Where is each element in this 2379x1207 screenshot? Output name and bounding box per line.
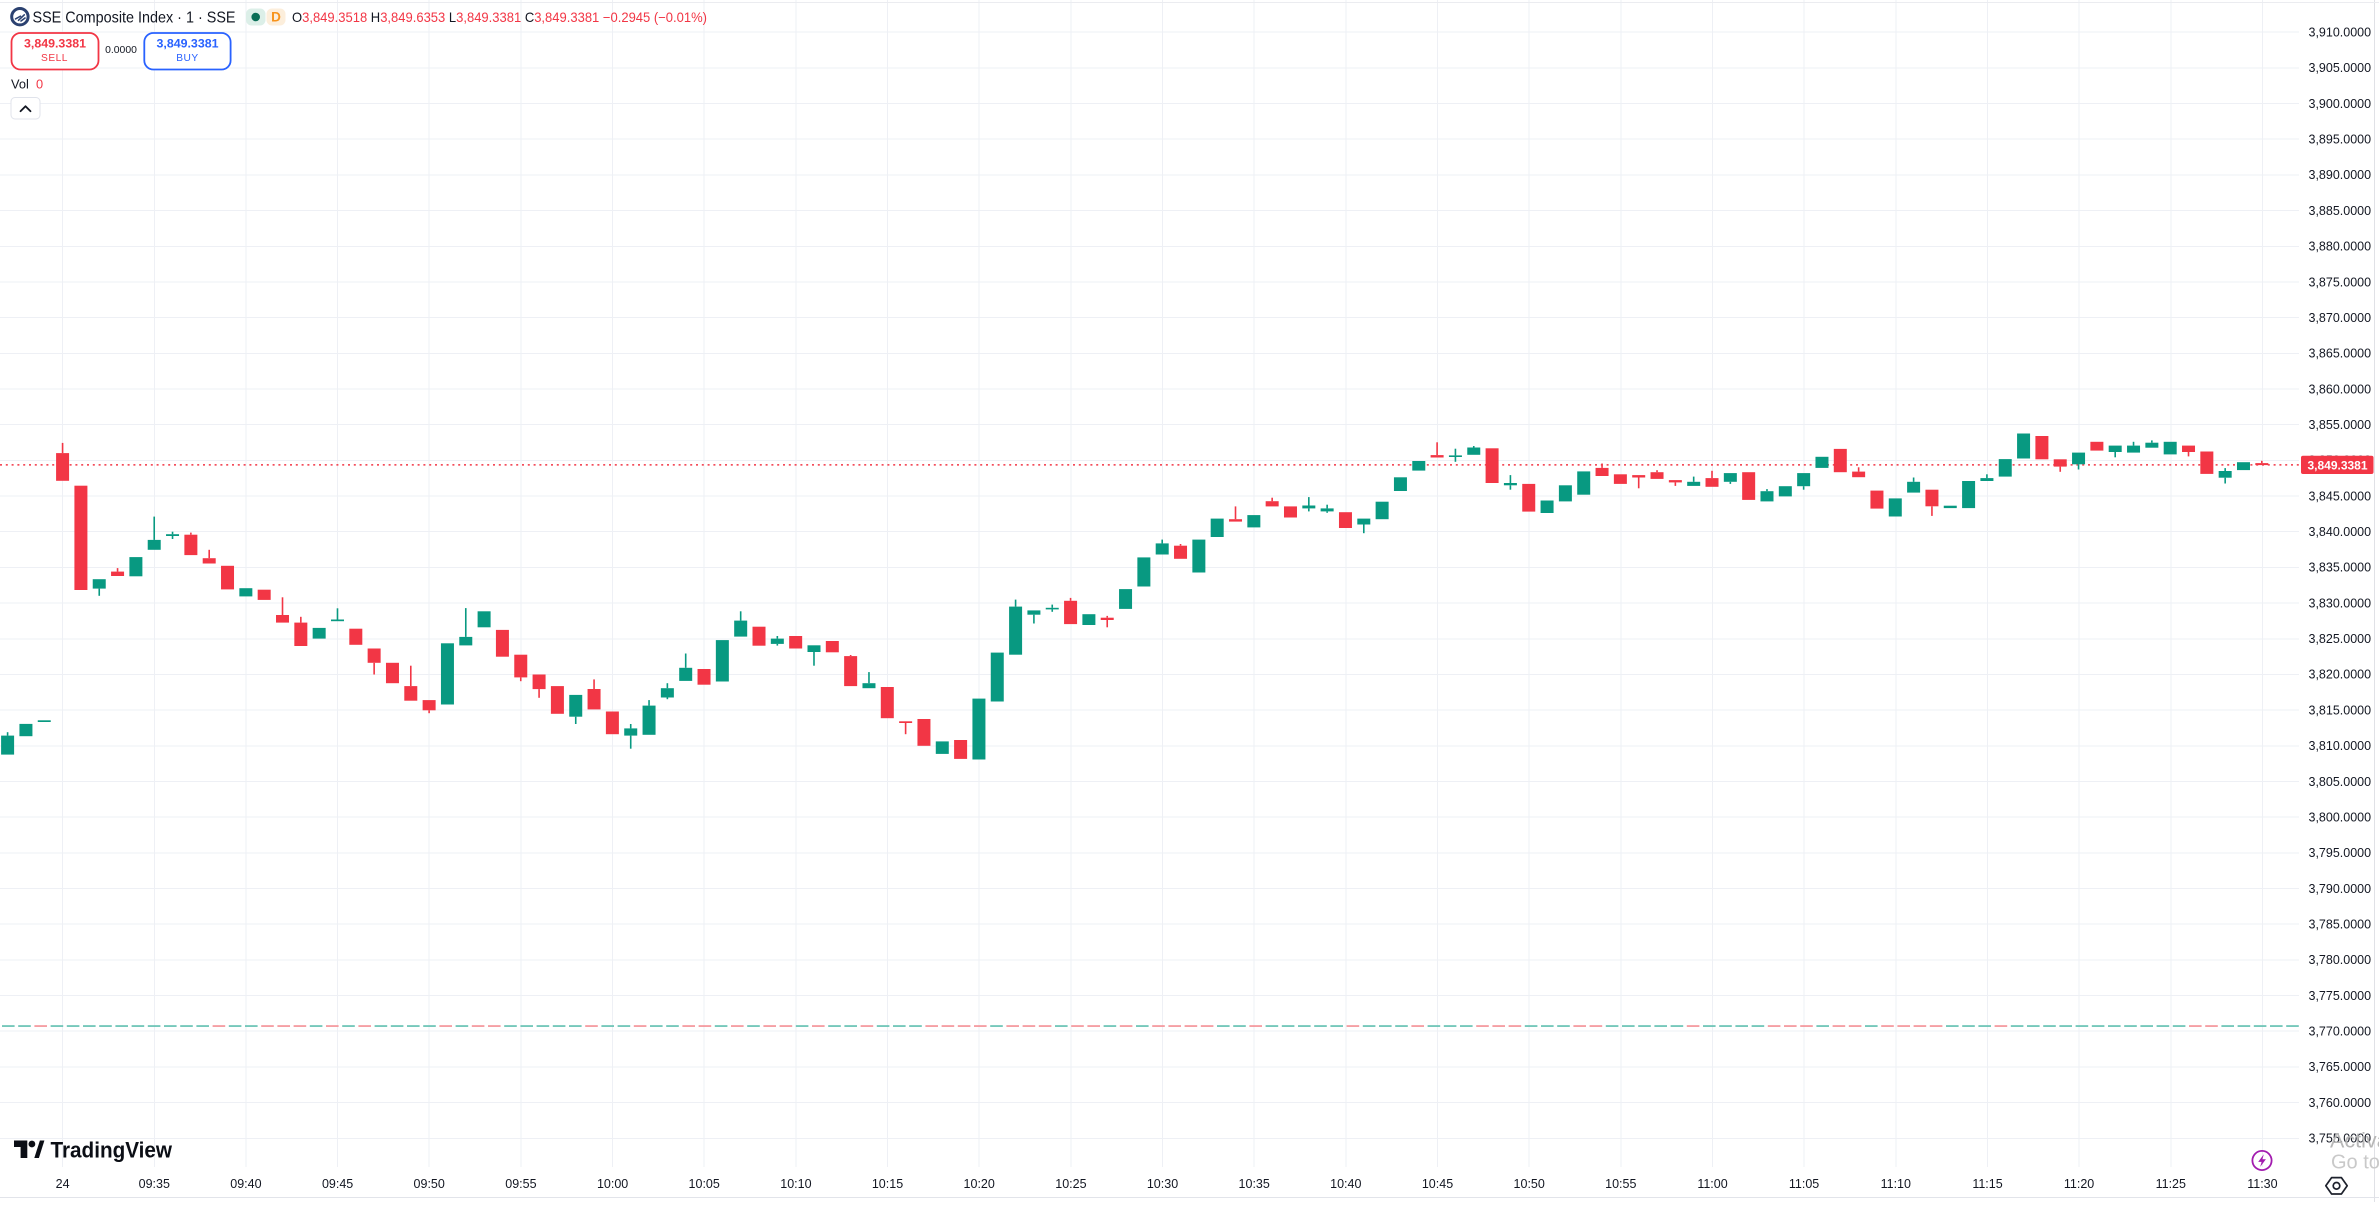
svg-text:3,875.0000: 3,875.0000 [2309,275,2372,289]
svg-text:10:30: 10:30 [1147,1177,1178,1191]
svg-text:10:25: 10:25 [1055,1177,1086,1191]
svg-text:3,815.0000: 3,815.0000 [2309,703,2372,717]
svg-text:10:00: 10:00 [597,1177,628,1191]
svg-text:O3,849.3518 H3,849.6353 L3,849: O3,849.3518 H3,849.6353 L3,849.3381 C3,8… [292,10,707,25]
svg-text:10:05: 10:05 [689,1177,720,1191]
svg-text:BUY: BUY [176,53,198,64]
svg-text:Activate Windows: Activate Windows [2330,1129,2379,1153]
svg-text:10:15: 10:15 [872,1177,903,1191]
svg-text:3,849.3381: 3,849.3381 [156,36,218,50]
svg-text:3,805.0000: 3,805.0000 [2309,775,2372,789]
svg-text:10:45: 10:45 [1422,1177,1453,1191]
svg-text:09:55: 09:55 [505,1177,536,1191]
svg-text:3,905.0000: 3,905.0000 [2309,61,2372,75]
svg-text:10:20: 10:20 [964,1177,995,1191]
svg-text:09:40: 09:40 [230,1177,261,1191]
svg-text:3,849.3381: 3,849.3381 [2307,458,2367,472]
svg-text:SELL: SELL [41,53,68,64]
svg-text:09:45: 09:45 [322,1177,353,1191]
svg-text:3,795.0000: 3,795.0000 [2309,846,2372,860]
svg-text:3,865.0000: 3,865.0000 [2309,347,2372,361]
svg-text:10:55: 10:55 [1605,1177,1636,1191]
svg-text:3,790.0000: 3,790.0000 [2309,882,2372,896]
svg-text:0.0000: 0.0000 [105,45,137,56]
svg-text:3,830.0000: 3,830.0000 [2309,596,2372,610]
svg-text:3,890.0000: 3,890.0000 [2309,168,2372,182]
svg-text:10:35: 10:35 [1239,1177,1270,1191]
svg-text:3,770.0000: 3,770.0000 [2309,1025,2372,1039]
svg-text:11:05: 11:05 [1789,1177,1819,1191]
svg-text:24: 24 [56,1177,70,1191]
svg-text:3,900.0000: 3,900.0000 [2309,97,2372,111]
svg-text:11:30: 11:30 [2247,1177,2277,1191]
svg-text:SSE Composite Index · 1 · SSE: SSE Composite Index · 1 · SSE [33,10,236,27]
svg-text:3,780.0000: 3,780.0000 [2309,953,2372,967]
svg-text:0: 0 [36,77,43,92]
svg-text:09:35: 09:35 [139,1177,170,1191]
svg-text:11:00: 11:00 [1697,1177,1727,1191]
svg-text:3,835.0000: 3,835.0000 [2309,561,2372,575]
svg-text:11:15: 11:15 [1972,1177,2002,1191]
svg-text:Go to Settings to activate Win: Go to Settings to activate Windows. [2331,1152,2379,1174]
svg-text:Vol: Vol [11,77,29,92]
svg-text:3,775.0000: 3,775.0000 [2309,989,2372,1003]
svg-text:3,760.0000: 3,760.0000 [2309,1096,2372,1110]
svg-text:3,860.0000: 3,860.0000 [2309,382,2372,396]
svg-text:TradingView: TradingView [51,1137,173,1162]
svg-text:3,845.0000: 3,845.0000 [2309,489,2372,503]
svg-text:3,820.0000: 3,820.0000 [2309,668,2372,682]
svg-text:10:10: 10:10 [780,1177,811,1191]
svg-text:11:10: 11:10 [1881,1177,1911,1191]
svg-text:3,910.0000: 3,910.0000 [2309,26,2372,40]
svg-text:3,800.0000: 3,800.0000 [2309,811,2372,825]
svg-text:10:40: 10:40 [1330,1177,1361,1191]
svg-text:10:50: 10:50 [1514,1177,1545,1191]
svg-text:3,755.0000: 3,755.0000 [2309,1132,2372,1146]
svg-text:3,870.0000: 3,870.0000 [2309,311,2372,325]
svg-text:D: D [271,10,281,25]
svg-text:3,825.0000: 3,825.0000 [2309,632,2372,646]
svg-text:11:25: 11:25 [2156,1177,2186,1191]
svg-text:3,849.3381: 3,849.3381 [24,36,86,50]
svg-text:11:20: 11:20 [2064,1177,2094,1191]
svg-text:3,885.0000: 3,885.0000 [2309,204,2372,218]
svg-text:3,785.0000: 3,785.0000 [2309,918,2372,932]
svg-text:3,895.0000: 3,895.0000 [2309,133,2372,147]
svg-text:3,765.0000: 3,765.0000 [2309,1060,2372,1074]
svg-text:3,855.0000: 3,855.0000 [2309,418,2372,432]
svg-text:09:50: 09:50 [414,1177,445,1191]
svg-text:3,880.0000: 3,880.0000 [2309,240,2372,254]
svg-text:3,810.0000: 3,810.0000 [2309,739,2372,753]
svg-text:3,840.0000: 3,840.0000 [2309,525,2372,539]
